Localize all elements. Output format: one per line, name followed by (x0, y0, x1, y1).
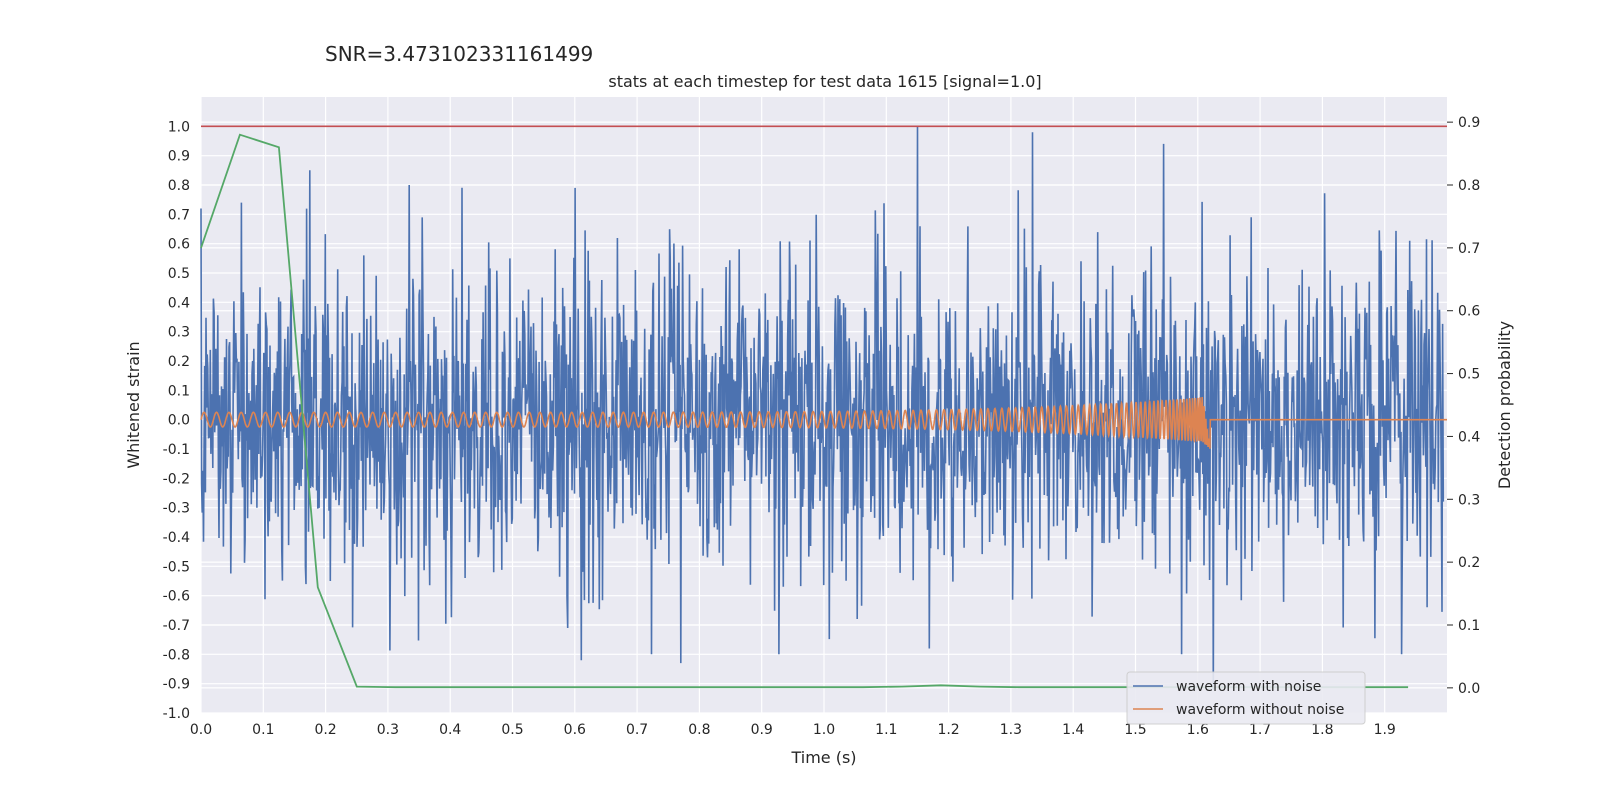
y2-tick-label: 0.6 (1458, 304, 1480, 320)
snr-title: SNR=3.473102331161499 (325, 42, 593, 66)
y2-tick-label: 0.7 (1458, 241, 1480, 257)
x-tick-label: 1.8 (1311, 722, 1333, 738)
y-tick-label: 0.9 (168, 149, 190, 165)
y2-ticks: 0.9 0.8 0.7 0.6 0.5 0.4 0.3 0.2 0.1 0.0 (1447, 115, 1480, 697)
chart-title: stats at each timestep for test data 161… (608, 72, 1041, 91)
y-tick-label: -0.1 (163, 442, 190, 458)
x-tick-label: 0.8 (688, 722, 710, 738)
y2-tick-label: 0.0 (1458, 681, 1480, 697)
y-tick-label: 0.8 (168, 178, 190, 194)
y2-tick-label: 0.4 (1458, 429, 1480, 445)
y-axis-label: Whitened strain (124, 341, 143, 468)
x-tick-label: 1.2 (937, 722, 959, 738)
x-tick-label: 0.2 (314, 722, 336, 738)
x-tick-label: 1.7 (1249, 722, 1271, 738)
x-tick-label: 0.6 (564, 722, 586, 738)
legend: waveform with noise waveform without noi… (1126, 671, 1366, 725)
y2-tick-label: 0.3 (1458, 492, 1480, 508)
x-tick-label: 0.3 (377, 722, 399, 738)
x-ticks: 0.0 0.1 0.2 0.3 0.4 0.5 0.6 0.7 0.8 0.9 1.0 1.1 1.2 1… (190, 722, 1396, 738)
y-tick-label: 1.0 (168, 119, 190, 135)
x-tick-label: 1.4 (1062, 722, 1084, 738)
legend-label-clean: waveform without noise (1176, 702, 1344, 718)
x-tick-label: 1.6 (1187, 722, 1209, 738)
y-tick-label: -0.3 (163, 501, 190, 517)
y-tick-label: -0.9 (163, 677, 190, 693)
series-waveform-without-noise (200, 396, 1447, 449)
x-tick-label: 1.0 (813, 722, 835, 738)
x-axis-label: Time (s) (790, 748, 856, 767)
y-tick-label: -0.7 (163, 618, 190, 634)
x-tick-label: 1.5 (1124, 722, 1146, 738)
y-tick-label: -0.4 (163, 530, 190, 546)
x-tick-label: 0.9 (751, 722, 773, 738)
y-tick-label: 0.7 (168, 207, 190, 223)
y-tick-label: 0.2 (168, 354, 190, 370)
x-tick-label: 0.5 (501, 722, 523, 738)
y2-tick-label: 0.5 (1458, 367, 1480, 383)
y-tick-label: 0.0 (168, 413, 190, 429)
x-tick-label: 0.7 (626, 722, 648, 738)
legend-label-noise: waveform with noise (1176, 679, 1321, 695)
y-tick-label: -0.2 (163, 471, 190, 487)
y-tick-label: 0.4 (168, 295, 190, 311)
x-tick-label: 1.1 (875, 722, 897, 738)
y2-axis-label: Detection probability (1495, 321, 1514, 489)
y-tick-label: 0.6 (168, 237, 190, 253)
x-tick-label: 0.0 (190, 722, 212, 738)
x-tick-label: 1.3 (1000, 722, 1022, 738)
y-tick-label: 0.3 (168, 325, 190, 341)
y-tick-label: 0.5 (168, 266, 190, 282)
y-tick-label: -1.0 (163, 706, 190, 722)
y-tick-label: -0.5 (163, 559, 190, 575)
y-tick-label: -0.8 (163, 647, 190, 663)
legend-box (1126, 671, 1366, 725)
series-waveform-with-noise (200, 126, 1445, 690)
x-tick-label: 0.1 (252, 722, 274, 738)
x-tick-label: 0.4 (439, 722, 461, 738)
x-tick-label: 1.9 (1374, 722, 1396, 738)
y2-tick-label: 0.9 (1458, 115, 1480, 131)
y-tick-label: -0.6 (163, 589, 190, 605)
y-ticks: 1.0 0.9 0.8 0.7 0.6 0.5 0.4 0.3 0.2 0.1 0.0 -0.1 -0.… (163, 119, 190, 722)
y-tick-label: 0.1 (168, 383, 190, 399)
y2-tick-label: 0.8 (1458, 178, 1480, 194)
y2-tick-label: 0.1 (1458, 618, 1480, 634)
y2-tick-label: 0.2 (1458, 555, 1480, 571)
